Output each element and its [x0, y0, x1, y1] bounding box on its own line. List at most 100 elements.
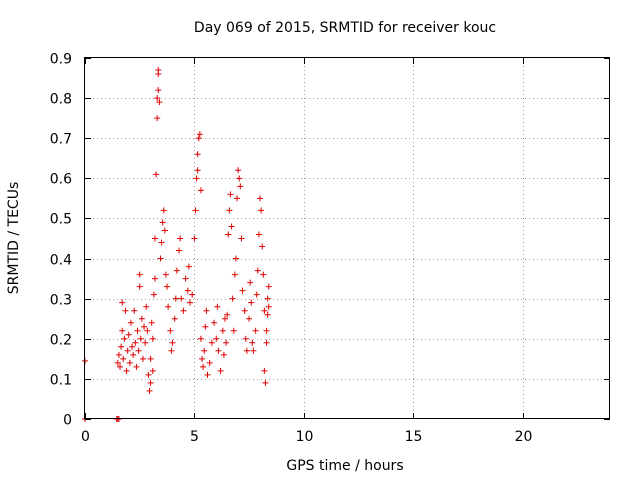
- data-point: [264, 295, 271, 302]
- data-point: [164, 283, 171, 290]
- data-point: [120, 355, 127, 362]
- data-point: [149, 335, 156, 342]
- data-point: [247, 279, 254, 286]
- data-point: [176, 247, 183, 254]
- data-point: [234, 195, 241, 202]
- data-point: [117, 363, 123, 370]
- data-point: [121, 335, 128, 342]
- data-point: [211, 319, 218, 326]
- data-point: [168, 347, 175, 354]
- data-point: [194, 151, 201, 158]
- data-point: [263, 327, 270, 334]
- data-point: [199, 355, 206, 362]
- data-point: [193, 175, 200, 182]
- data-point: [154, 115, 161, 122]
- data-point: [119, 299, 126, 306]
- data-point: [161, 227, 168, 234]
- data-point: [141, 323, 148, 330]
- data-point: [215, 347, 222, 354]
- data-point: [228, 223, 235, 230]
- data-point: [172, 295, 179, 302]
- data-point: [217, 367, 224, 374]
- data-point: [115, 351, 122, 358]
- data-point: [197, 187, 204, 194]
- chart-title: Day 069 of 2015, SRMTID for receiver kou…: [194, 20, 496, 36]
- data-point: [152, 235, 158, 242]
- data-point: [133, 363, 140, 370]
- data-point: [204, 371, 211, 378]
- data-point: [229, 295, 236, 302]
- data-point: [124, 347, 131, 354]
- data-point: [226, 207, 233, 214]
- data-point: [135, 347, 142, 354]
- data-point: [147, 379, 154, 386]
- data-point: [252, 327, 259, 334]
- data-point: [143, 303, 150, 310]
- data-point: [230, 327, 237, 334]
- data-point: [142, 339, 149, 346]
- data-point: [263, 339, 270, 346]
- data-point: [254, 267, 261, 274]
- y-tick-label: 0.2: [50, 333, 72, 349]
- data-point: [265, 283, 272, 290]
- data-point: [150, 291, 157, 298]
- data-point: [136, 271, 143, 278]
- data-point: [206, 359, 213, 366]
- data-point: [259, 243, 266, 250]
- x-tick-label: 10: [296, 429, 314, 445]
- data-point: [224, 311, 231, 318]
- data-point: [238, 235, 245, 242]
- data-point: [203, 307, 210, 314]
- data-point: [158, 239, 165, 246]
- data-point: [119, 327, 126, 334]
- grid-lines: [85, 58, 610, 419]
- data-point: [222, 315, 228, 322]
- y-tick-label: 0.6: [50, 172, 72, 188]
- data-point: [200, 363, 207, 370]
- data-point: [185, 263, 192, 270]
- y-tick-label: 0.7: [50, 132, 72, 148]
- data-point: [189, 291, 196, 298]
- data-point: [132, 339, 139, 346]
- data-point: [134, 327, 141, 334]
- data-point: [146, 387, 153, 394]
- data-point: [165, 303, 172, 310]
- data-point: [187, 299, 193, 306]
- data-point: [160, 207, 167, 214]
- data-point: [192, 207, 199, 214]
- data-points: [82, 67, 272, 422]
- y-tick-label: 0.5: [50, 212, 72, 228]
- y-tick-label: 0.1: [50, 373, 72, 389]
- data-point: [144, 327, 151, 334]
- data-point: [231, 271, 238, 278]
- data-point: [262, 379, 269, 386]
- data-point: [243, 347, 250, 354]
- data-point: [223, 339, 230, 346]
- data-point: [147, 355, 154, 362]
- data-point: [261, 367, 268, 374]
- data-point: [248, 299, 255, 306]
- data-point: [196, 131, 203, 138]
- data-point: [167, 327, 174, 334]
- data-point: [148, 319, 155, 326]
- data-point: [177, 235, 184, 242]
- data-point: [182, 275, 189, 282]
- data-point: [156, 99, 163, 106]
- data-point: [178, 295, 185, 302]
- data-point: [197, 335, 204, 342]
- data-point: [145, 371, 152, 378]
- data-point: [136, 283, 143, 290]
- x-tick-label: 0: [81, 429, 90, 445]
- data-point: [239, 287, 246, 294]
- data-point: [118, 343, 125, 350]
- data-point: [202, 323, 209, 330]
- y-tick-label: 0.8: [50, 92, 72, 108]
- data-point: [236, 175, 243, 182]
- data-point: [155, 71, 162, 78]
- data-point: [125, 331, 132, 338]
- y-tick-label: 0.3: [50, 293, 72, 309]
- data-point: [225, 231, 232, 238]
- data-point: [242, 335, 249, 342]
- data-point: [127, 319, 134, 326]
